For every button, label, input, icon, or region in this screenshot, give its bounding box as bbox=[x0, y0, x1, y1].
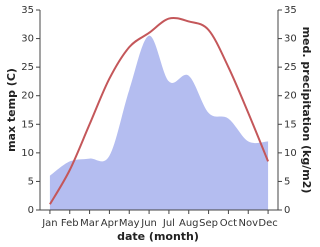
y2-tick-label: 5 bbox=[284, 176, 290, 187]
y2-tick-label: 25 bbox=[284, 62, 297, 73]
x-tick-label: Jun bbox=[140, 218, 157, 229]
x-tick-label: Jan bbox=[41, 218, 57, 229]
x-tick-label: Oct bbox=[220, 218, 237, 229]
y-tick-label: 25 bbox=[21, 62, 34, 73]
y-tick-label: 15 bbox=[21, 119, 34, 130]
y2-tick-label: 20 bbox=[284, 91, 297, 102]
x-tick-label: Apr bbox=[101, 218, 119, 229]
y2-tick-label: 35 bbox=[284, 5, 297, 16]
y-axis-label: max temp (C) bbox=[5, 68, 18, 152]
y2-tick-label: 0 bbox=[284, 205, 290, 216]
x-tick-label: Aug bbox=[179, 218, 199, 229]
x-tick-label: Nov bbox=[238, 218, 258, 229]
y2-axis-label: med. precipitation (kg/m2) bbox=[300, 27, 313, 194]
y-tick-label: 35 bbox=[21, 5, 34, 16]
y-tick-label: 10 bbox=[21, 148, 34, 159]
x-axis-label: date (month) bbox=[117, 230, 199, 243]
x-tick-label: Sep bbox=[199, 218, 218, 229]
y-tick-label: 20 bbox=[21, 91, 34, 102]
y2-tick-label: 30 bbox=[284, 34, 297, 45]
precipitation-area bbox=[49, 35, 269, 211]
y-tick-label: 5 bbox=[28, 176, 34, 187]
x-tick-label: Mar bbox=[80, 218, 100, 229]
y-tick-label: 0 bbox=[28, 205, 34, 216]
y2-tick-label: 15 bbox=[284, 119, 297, 130]
x-tick-label: May bbox=[119, 218, 140, 229]
y2-tick-label: 10 bbox=[284, 148, 297, 159]
x-tick-label: Feb bbox=[61, 218, 79, 229]
x-tick-label: Jul bbox=[162, 218, 175, 229]
temp-line bbox=[49, 16, 270, 205]
y-tick-label: 30 bbox=[21, 34, 34, 45]
x-tick-label: Dec bbox=[258, 218, 277, 229]
